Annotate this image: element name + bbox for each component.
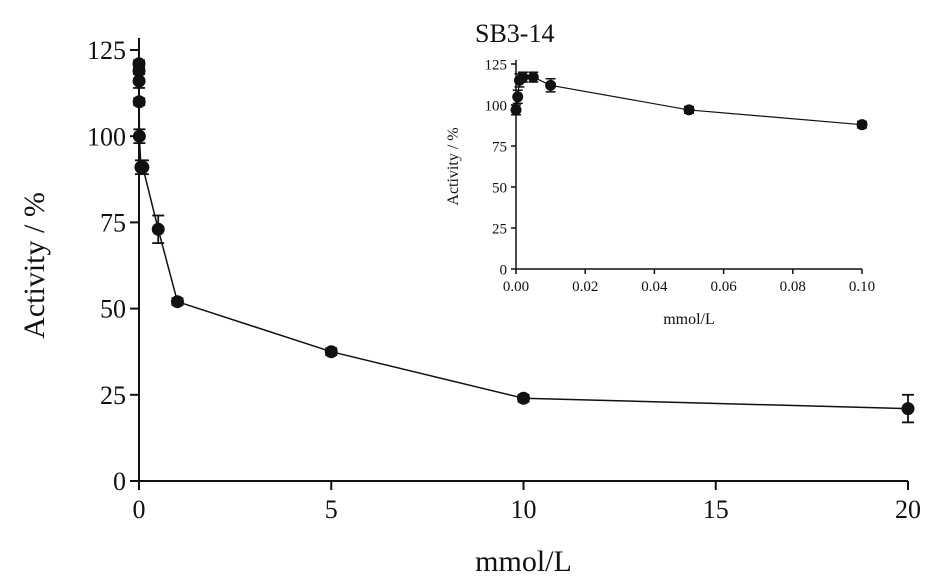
inset-x-axis-title: mmol/L — [663, 311, 715, 328]
main-data-point — [151, 222, 165, 236]
inset-data-point — [683, 104, 695, 116]
main-x-axis-title: mmol/L — [475, 545, 572, 578]
main-y-tick-label: 50 — [100, 295, 126, 324]
main-data-point — [132, 64, 146, 78]
main-y-tick-label: 25 — [100, 381, 126, 410]
main-x-tick-label: 10 — [511, 495, 537, 524]
main-x-tick-label: 20 — [895, 495, 921, 524]
inset-x-ticks: 0.00 0.02 0.04 0.06 0.08 0.10 — [503, 269, 875, 295]
inset-x-tick-label: 0.04 — [641, 279, 668, 295]
main-y-tick-label: 100 — [87, 122, 126, 151]
inset-data-point — [856, 119, 868, 131]
main-points — [132, 57, 915, 416]
inset-data-point — [527, 71, 539, 83]
main-data-point — [517, 391, 530, 405]
inset-data-point — [510, 104, 522, 116]
main-data-point — [324, 345, 338, 359]
main-y-ticks: 0 25 50 75 100 125 — [87, 36, 139, 496]
main-data-point — [136, 160, 150, 174]
inset-y-tick-label: 75 — [492, 139, 507, 155]
inset-y-tick-label: 50 — [492, 180, 507, 196]
main-y-tick-label: 125 — [87, 36, 126, 65]
inset-title: SB3-14 — [475, 19, 554, 48]
main-data-point — [132, 129, 146, 143]
inset-x-tick-label: 0.06 — [710, 279, 737, 295]
main-data-point — [132, 74, 146, 88]
inset-data-point — [517, 71, 529, 83]
inset-x-tick-label: 0.00 — [503, 279, 529, 295]
main-y-tick-label: 0 — [113, 467, 126, 496]
inset-x-tick-label: 0.08 — [780, 279, 806, 295]
inset-data-point — [512, 91, 524, 103]
main-x-ticks: 0 5 10 15 20 — [133, 481, 921, 524]
main-y-axis-title: Activity / % — [18, 192, 51, 339]
inset-points — [510, 71, 868, 131]
inset-x-tick-label: 0.10 — [849, 279, 875, 295]
inset-y-tick-label: 125 — [485, 57, 508, 73]
main-x-tick-label: 5 — [325, 495, 338, 524]
inset-y-tick-label: 100 — [485, 98, 508, 114]
main-data-point — [901, 402, 915, 416]
inset-y-tick-label: 0 — [500, 262, 508, 278]
inset-y-tick-label: 25 — [492, 221, 507, 237]
main-chart: 0 25 50 75 100 125 0 5 10 15 20 mmol/L Activity /… — [18, 36, 921, 578]
main-x-tick-label: 0 — [133, 495, 146, 524]
main-y-tick-label: 75 — [100, 209, 126, 238]
inset-y-axis-title: Activity / % — [445, 127, 462, 205]
inset-x-tick-label: 0.02 — [572, 279, 598, 295]
main-x-tick-label: 15 — [703, 495, 729, 524]
inset-data-point — [545, 79, 557, 91]
main-data-point — [132, 95, 146, 109]
main-data-point — [170, 295, 184, 309]
